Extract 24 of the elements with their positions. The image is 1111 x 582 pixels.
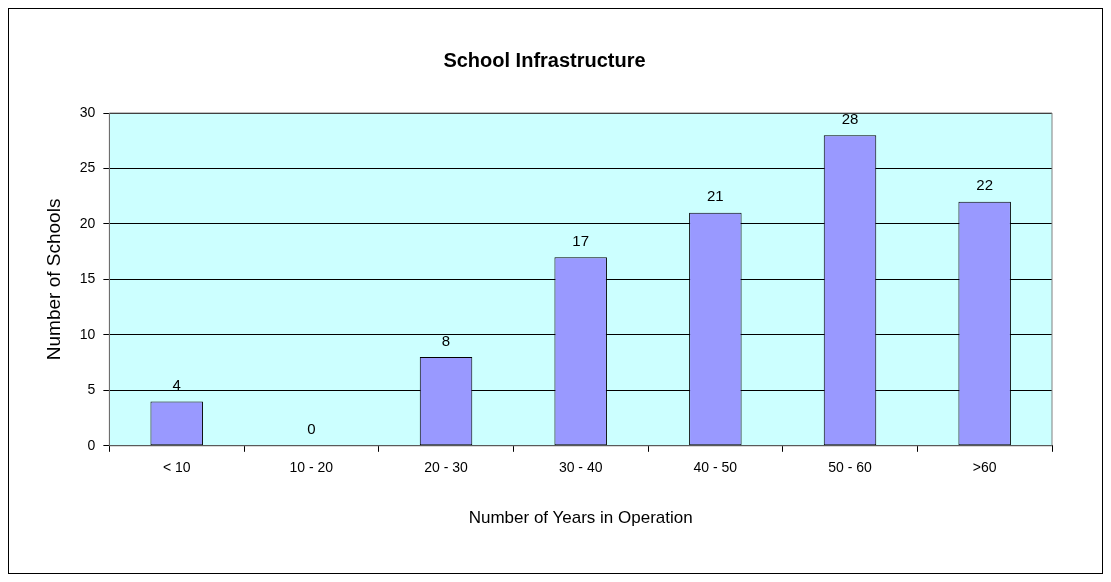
x-tick-label: 20 - 30 xyxy=(424,459,469,476)
x-tick-label: 30 - 40 xyxy=(558,459,603,476)
x-tick-label: >60 xyxy=(972,459,997,476)
x-tick-label: 10 - 20 xyxy=(289,459,334,476)
y-tick-label: 20 xyxy=(79,214,96,231)
y-tick-label: 25 xyxy=(79,159,96,176)
x-tick-label: < 10 xyxy=(162,459,191,476)
y-tick-label: 0 xyxy=(87,436,96,453)
data-label: 4 xyxy=(172,376,181,394)
data-label: 17 xyxy=(572,231,590,249)
y-axis-title: Number of Schools xyxy=(42,198,64,361)
x-tick-label: 50 - 60 xyxy=(828,459,873,476)
chart-title: School Infrastructure xyxy=(443,48,646,71)
data-label: 28 xyxy=(841,109,859,127)
data-label: 21 xyxy=(707,187,724,205)
data-label: 22 xyxy=(976,176,994,194)
x-axis-title: Number of Years in Operation xyxy=(468,508,693,528)
y-tick-label: 10 xyxy=(79,325,96,342)
data-label: 0 xyxy=(307,420,316,438)
data-label: 8 xyxy=(441,331,451,349)
y-tick-label: 15 xyxy=(79,270,96,287)
x-tick-label: 40 - 50 xyxy=(693,459,738,476)
y-tick-label: 5 xyxy=(87,381,96,398)
y-tick-label: 30 xyxy=(79,103,96,120)
